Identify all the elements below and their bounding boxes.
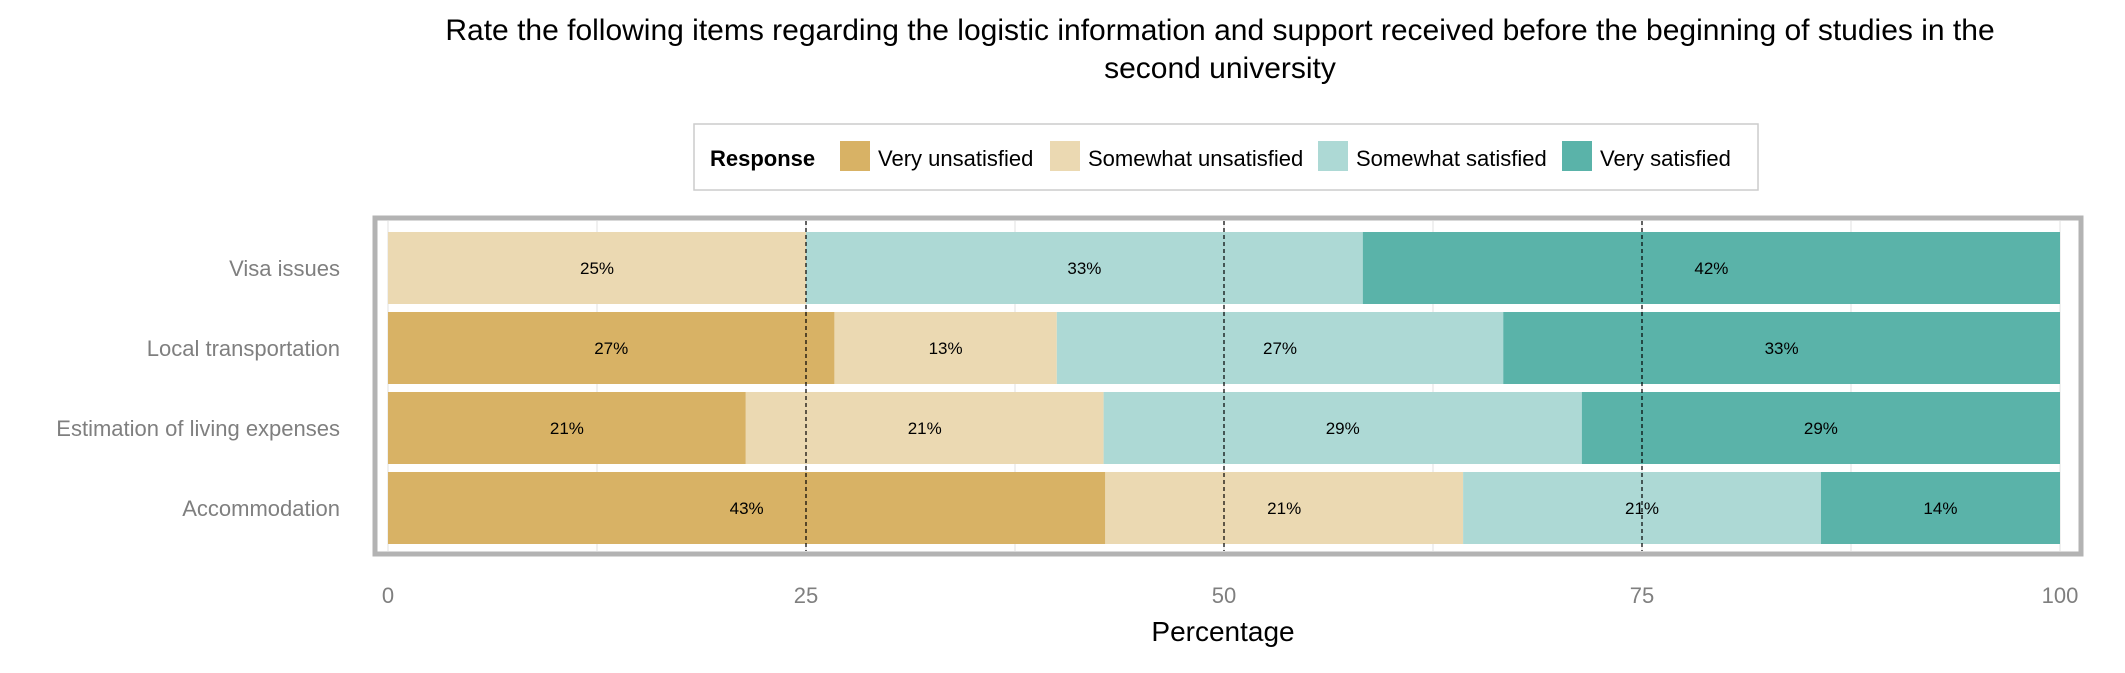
data-label: 33% — [1765, 339, 1799, 358]
bar-local-transportation-somewhat-satisfied — [1056, 312, 1504, 384]
data-label: 33% — [1067, 259, 1101, 278]
data-label: 14% — [1923, 499, 1957, 518]
x-tick-label: 75 — [1630, 583, 1654, 608]
bar-accommodation-somewhat-unsatisfied — [1105, 472, 1464, 544]
bar-estimation-of-living-expenses-somewhat-satisfied — [1103, 392, 1582, 464]
legend-title: Response — [710, 146, 815, 171]
x-tick-label: 0 — [382, 583, 394, 608]
bar-estimation-of-living-expenses-very-unsatisfied — [388, 392, 746, 464]
x-tick-label: 50 — [1212, 583, 1236, 608]
data-label: 21% — [908, 419, 942, 438]
data-label: 13% — [929, 339, 963, 358]
legend: Response Very unsatisfied Somewhat unsatis… — [693, 123, 1759, 191]
y-tick-label-estimation-of-living-expenses: Estimation of living expenses — [56, 416, 340, 441]
chart-title-line-1: Rate the following items regarding the l… — [445, 14, 1994, 47]
bar-accommodation-very-unsatisfied — [388, 472, 1106, 544]
bar-visa-issues-somewhat-satisfied — [806, 232, 1363, 304]
y-tick-label-visa-issues: Visa issues — [229, 256, 340, 281]
bar-local-transportation-very-satisfied — [1503, 312, 2060, 384]
legend-key-somewhat-satisfied — [1318, 141, 1348, 171]
legend-key-very-unsatisfied — [840, 141, 870, 171]
y-tick-label-local-transportation: Local transportation — [147, 336, 340, 361]
bar-visa-issues-very-satisfied — [1362, 232, 2060, 304]
legend-label-somewhat-unsatisfied: Somewhat unsatisfied — [1088, 146, 1303, 171]
data-label: 42% — [1694, 259, 1728, 278]
bar-local-transportation-very-unsatisfied — [388, 312, 835, 384]
data-label: 27% — [1263, 339, 1297, 358]
bar-estimation-of-living-expenses-very-satisfied — [1581, 392, 2060, 464]
data-label: 29% — [1326, 419, 1360, 438]
data-label: 25% — [580, 259, 614, 278]
x-tick-label: 100 — [2042, 583, 2079, 608]
chart-title-line-2: second university — [1104, 52, 1336, 85]
data-label: 29% — [1804, 419, 1838, 438]
legend-label-very-unsatisfied: Very unsatisfied — [878, 146, 1033, 171]
data-label: 21% — [1267, 499, 1301, 518]
legend-key-very-satisfied — [1562, 141, 1592, 171]
legend-key-somewhat-unsatisfied — [1050, 141, 1080, 171]
legend-label-somewhat-satisfied: Somewhat satisfied — [1356, 146, 1547, 171]
legend-label-very-satisfied: Very satisfied — [1600, 146, 1731, 171]
data-label: 21% — [550, 419, 584, 438]
x-axis-label: Percentage — [1151, 616, 1294, 647]
bar-visa-issues-somewhat-unsatisfied — [388, 232, 806, 304]
x-tick-label: 25 — [794, 583, 818, 608]
data-label: 27% — [594, 339, 628, 358]
bar-local-transportation-somewhat-unsatisfied — [834, 312, 1057, 384]
bar-accommodation-very-satisfied — [1820, 472, 2060, 544]
x-axis: 0 25 50 75 100 — [382, 583, 2078, 608]
y-tick-label-accommodation: Accommodation — [182, 496, 340, 521]
plot-area: 25% 33% 42% Visa issues 27% 13% 27% 33% Local tr… — [56, 215, 2084, 557]
data-label: 43% — [730, 499, 764, 518]
